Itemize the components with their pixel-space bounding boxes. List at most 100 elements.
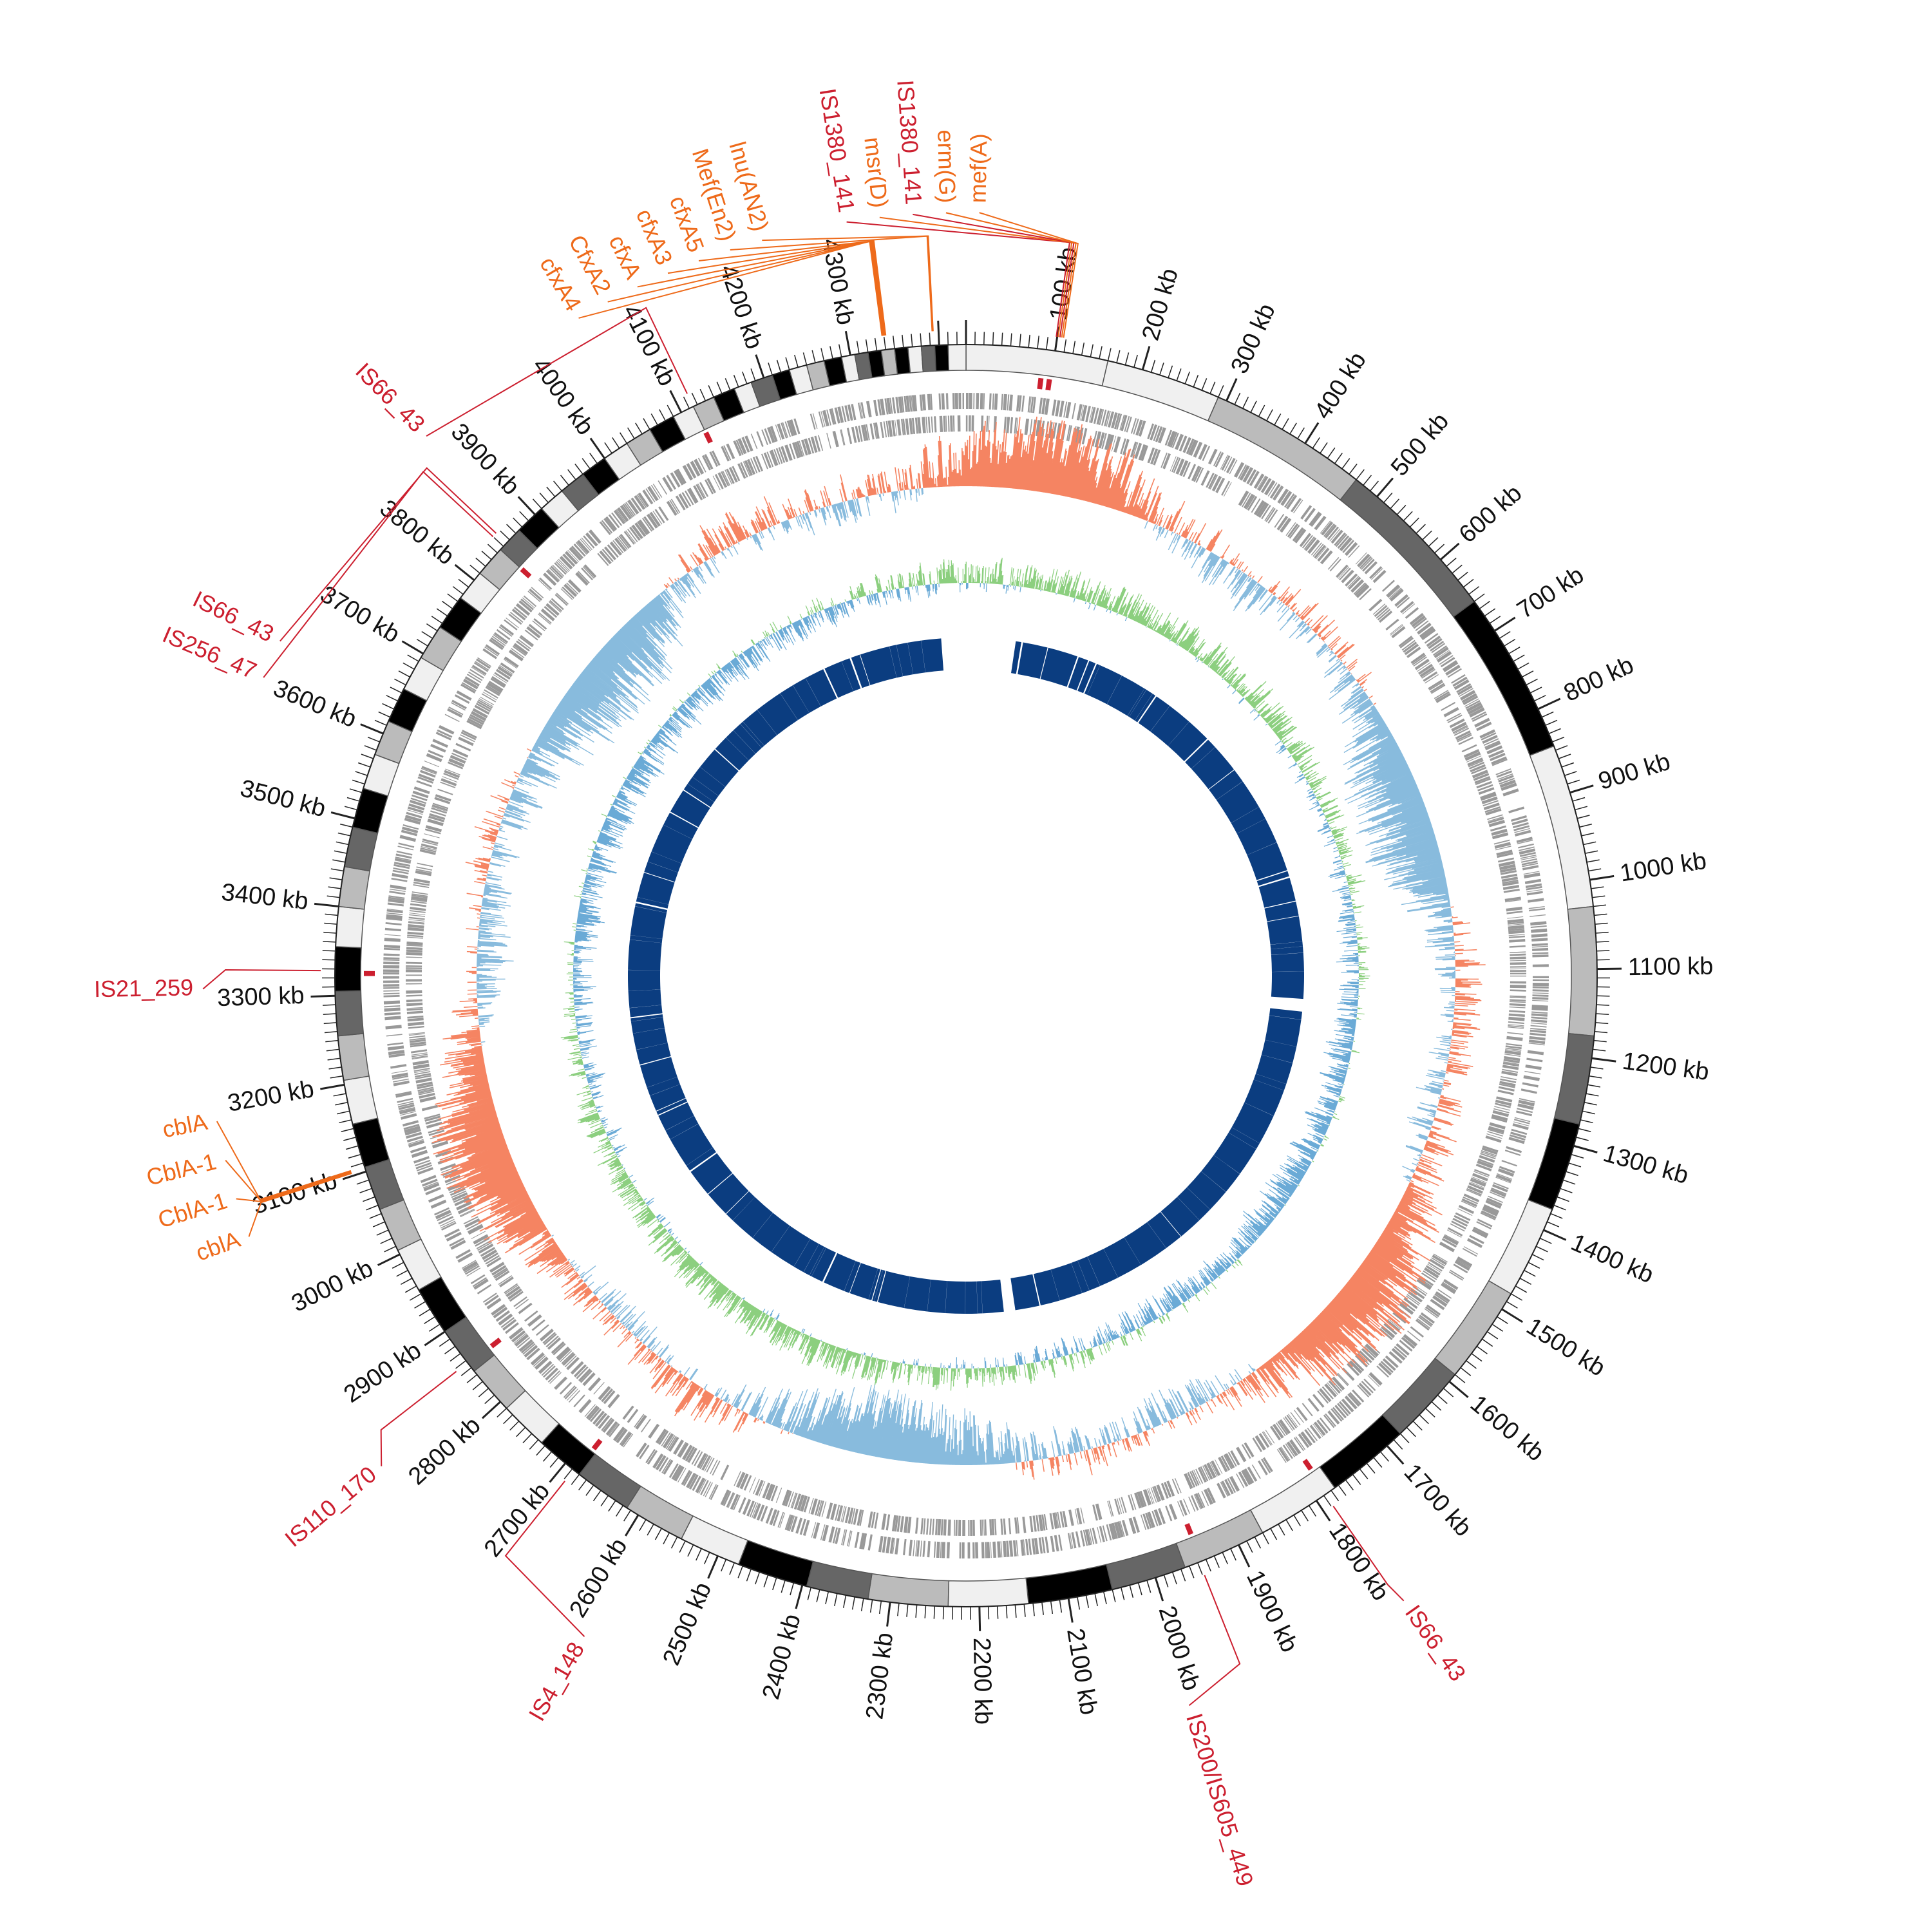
- minor-tick: [348, 1153, 361, 1159]
- minor-tick: [1218, 385, 1224, 398]
- minor-tick: [369, 1213, 382, 1219]
- minor-tick: [794, 354, 799, 368]
- minor-tick: [1592, 895, 1605, 898]
- tick-label: 1500 kb: [1522, 1313, 1610, 1382]
- major-tick: [1386, 1444, 1405, 1465]
- minor-tick: [439, 1338, 451, 1347]
- minor-tick: [1561, 762, 1575, 768]
- minor-tick: [920, 333, 922, 346]
- minor-tick: [1412, 1421, 1423, 1431]
- minor-tick: [851, 1596, 855, 1610]
- minor-tick: [612, 437, 620, 449]
- minor-tick: [1531, 1254, 1544, 1261]
- major-tick: [937, 320, 940, 345]
- annotation-label: IS200/IS605_449: [1181, 1710, 1259, 1889]
- annotation-label: IS1380_141: [815, 86, 860, 214]
- minor-tick: [1564, 771, 1577, 776]
- minor-tick: [1403, 511, 1413, 522]
- major-tick: [1141, 346, 1151, 370]
- minor-tick: [1499, 630, 1511, 639]
- minor-tick: [549, 1457, 559, 1468]
- minor-tick: [1246, 1540, 1253, 1553]
- minor-tick: [1489, 616, 1501, 624]
- minor-tick: [350, 1162, 364, 1168]
- minor-tick: [1492, 1323, 1504, 1332]
- minor-tick: [328, 886, 341, 889]
- minor-tick: [1301, 1510, 1309, 1522]
- minor-tick: [667, 404, 674, 417]
- minor-tick: [1580, 1119, 1593, 1124]
- minor-tick: [1274, 413, 1282, 426]
- major-tick: [330, 811, 355, 820]
- annotation-leader-line: [279, 467, 497, 642]
- minor-tick: [450, 1353, 461, 1362]
- minor-tick: [1577, 815, 1590, 819]
- minor-tick: [1583, 841, 1596, 846]
- minor-tick: [772, 1577, 777, 1591]
- minor-tick: [359, 1188, 372, 1193]
- minor-tick: [519, 511, 529, 522]
- contig-segment: [335, 905, 365, 949]
- contig-segment: [907, 345, 924, 374]
- major-tick: [844, 330, 851, 355]
- mobile-element-mark: [1037, 377, 1044, 390]
- minor-tick: [1205, 1559, 1211, 1572]
- minor-tick: [497, 1408, 507, 1418]
- minor-tick: [691, 392, 698, 405]
- minor-tick: [536, 1445, 545, 1456]
- minor-tick: [670, 1537, 678, 1549]
- tick-label: 2400 kb: [757, 1611, 806, 1703]
- major-tick: [401, 640, 424, 655]
- minor-tick: [1437, 1394, 1448, 1405]
- minor-tick: [1312, 437, 1320, 449]
- minor-tick: [345, 1145, 359, 1150]
- minor-tick: [623, 1510, 631, 1522]
- tick-label: 1300 kb: [1600, 1140, 1692, 1189]
- tick-label: 3600 kb: [269, 675, 360, 734]
- minor-tick: [704, 1552, 710, 1565]
- minor-tick: [1591, 886, 1604, 889]
- minor-tick: [1571, 1153, 1584, 1159]
- minor-tick: [513, 517, 523, 527]
- minor-tick: [585, 1484, 594, 1496]
- major-tick: [454, 564, 475, 582]
- major-tick: [314, 902, 339, 907]
- contig-segment: [352, 788, 389, 834]
- contig-segment: [334, 946, 362, 992]
- minor-tick: [396, 1269, 408, 1277]
- minor-tick: [1422, 530, 1432, 540]
- minor-tick: [1379, 1451, 1390, 1462]
- annotation-leader-line: [380, 1370, 457, 1466]
- minor-tick: [1163, 1575, 1169, 1587]
- minor-tick: [382, 703, 395, 710]
- minor-tick: [529, 1439, 539, 1450]
- tick-label: 4000 kb: [527, 353, 599, 440]
- minor-tick: [364, 745, 377, 751]
- minor-tick: [407, 654, 419, 662]
- minor-tick: [1331, 1490, 1340, 1502]
- tick-label: 2000 kb: [1153, 1603, 1205, 1694]
- minor-tick: [911, 334, 913, 347]
- minor-tick: [746, 1569, 752, 1582]
- tick-label: 3700 kb: [316, 581, 404, 649]
- minor-tick: [893, 336, 895, 349]
- minor-tick: [604, 442, 612, 454]
- minor-tick: [560, 475, 569, 486]
- minor-tick: [1014, 1604, 1017, 1618]
- minor-tick: [1524, 1269, 1536, 1277]
- minor-tick: [1511, 1293, 1523, 1301]
- minor-tick: [1366, 1463, 1376, 1474]
- major-tick: [1537, 697, 1561, 710]
- minor-tick: [790, 1582, 795, 1596]
- minor-tick: [1222, 1552, 1228, 1565]
- minor-tick: [564, 1468, 573, 1479]
- minor-tick: [1293, 1515, 1301, 1526]
- tick-label: 1700 kb: [1399, 1459, 1477, 1542]
- minor-tick: [1197, 1562, 1203, 1575]
- minor-tick: [1063, 339, 1067, 353]
- minor-tick: [1479, 600, 1491, 609]
- minor-tick: [506, 524, 516, 534]
- minor-tick: [343, 1137, 356, 1141]
- minor-tick: [1077, 1596, 1081, 1610]
- minor-tick: [1468, 586, 1480, 595]
